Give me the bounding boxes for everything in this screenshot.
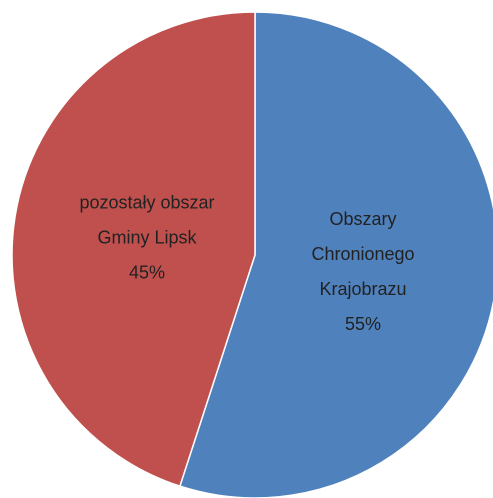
category: pozostały obszar Gminy Lipsk (79, 192, 215, 248)
pie-slice (11, 11, 256, 488)
category: Obszary Chronionego Krajobrazu (311, 209, 415, 300)
percent: 55% (344, 314, 382, 335)
percent: 45% (128, 262, 165, 283)
pie-slice (178, 11, 493, 498)
slice-label: Obszary Chronionego Krajobrazu 55% (293, 202, 433, 342)
slice-label: pozostały obszar Gminy Lipsk 45% (77, 185, 217, 290)
